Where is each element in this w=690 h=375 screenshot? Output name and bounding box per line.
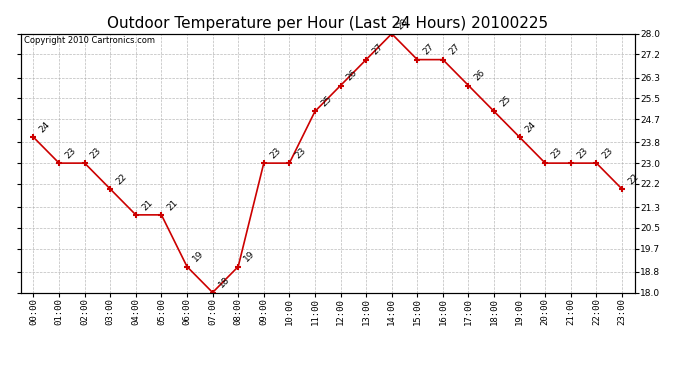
Text: 23: 23 xyxy=(268,146,282,160)
Text: 19: 19 xyxy=(191,249,206,264)
Text: 28: 28 xyxy=(396,16,411,31)
Text: 24: 24 xyxy=(524,120,538,135)
Text: 27: 27 xyxy=(371,42,385,57)
Text: 21: 21 xyxy=(166,198,180,212)
Text: 25: 25 xyxy=(319,94,333,109)
Title: Outdoor Temperature per Hour (Last 24 Hours) 20100225: Outdoor Temperature per Hour (Last 24 Ho… xyxy=(107,16,549,31)
Text: 24: 24 xyxy=(38,120,52,135)
Text: 18: 18 xyxy=(217,275,231,290)
Text: Copyright 2010 Cartronics.com: Copyright 2010 Cartronics.com xyxy=(23,36,155,45)
Text: 22: 22 xyxy=(626,172,640,186)
Text: 21: 21 xyxy=(140,198,155,212)
Text: 27: 27 xyxy=(422,42,436,57)
Text: 25: 25 xyxy=(498,94,513,109)
Text: 22: 22 xyxy=(115,172,129,186)
Text: 26: 26 xyxy=(473,68,487,83)
Text: 19: 19 xyxy=(242,249,257,264)
Text: 26: 26 xyxy=(345,68,359,83)
Text: 23: 23 xyxy=(63,146,78,160)
Text: 23: 23 xyxy=(549,146,564,160)
Text: 23: 23 xyxy=(89,146,104,160)
Text: 23: 23 xyxy=(575,146,589,160)
Text: 23: 23 xyxy=(600,146,615,160)
Text: 27: 27 xyxy=(447,42,462,57)
Text: 23: 23 xyxy=(293,146,308,160)
